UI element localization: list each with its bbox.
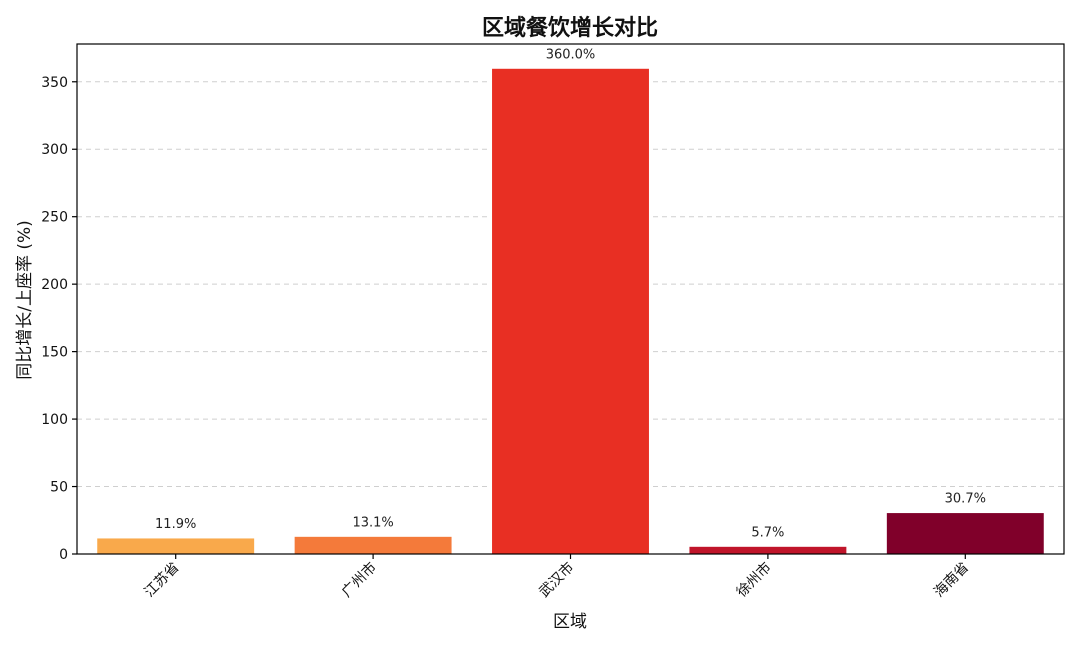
- y-axis: 0 50 100 150 200 250 300 350: [41, 75, 77, 563]
- y-tick-label: 50: [50, 480, 68, 496]
- data-labels: 11.9% 13.1% 360.0% 5.7% 30.7%: [155, 47, 986, 540]
- bar: [885, 512, 1045, 555]
- y-tick-label: 100: [41, 412, 68, 428]
- grid-lines: [77, 81, 1064, 488]
- x-tick-label: 徐州市: [733, 559, 775, 601]
- bar-value-label: 11.9%: [155, 517, 196, 532]
- y-tick-label: 0: [59, 547, 68, 563]
- x-tick-label: 武汉市: [536, 559, 578, 601]
- x-axis-label: 区域: [553, 612, 587, 632]
- bars: [96, 67, 1045, 555]
- bar-value-label: 13.1%: [352, 515, 393, 530]
- bar: [293, 535, 453, 555]
- x-tick-label: 江苏省: [142, 560, 183, 601]
- y-axis-label: 同比增长/上座率 (%): [15, 220, 35, 380]
- y-tick-label: 150: [41, 345, 68, 361]
- bar: [688, 545, 848, 555]
- y-tick-label: 300: [41, 142, 68, 158]
- bar-value-label: 360.0%: [546, 47, 596, 62]
- y-tick-label: 350: [41, 75, 68, 91]
- y-tick-label: 250: [41, 210, 68, 226]
- bar: [491, 67, 650, 555]
- x-tick-label: 海南省: [931, 560, 972, 601]
- bar-value-label: 30.7%: [945, 492, 986, 507]
- y-tick-label: 200: [41, 277, 68, 293]
- x-axis: 江苏省 广州市 武汉市 徐州市 海南省: [142, 554, 972, 601]
- x-tick-label: 广州市: [338, 559, 380, 601]
- chart-title: 区域餐饮增长对比: [482, 15, 658, 41]
- bar: [96, 537, 256, 555]
- bar-value-label: 5.7%: [751, 525, 784, 540]
